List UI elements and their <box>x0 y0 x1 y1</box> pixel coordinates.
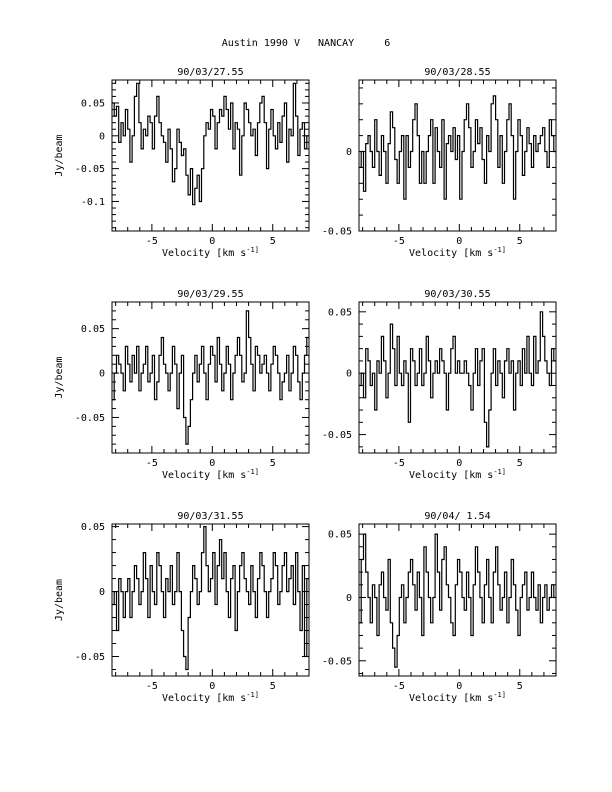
panel-title: 90/03/29.55 <box>177 289 243 300</box>
series-line <box>359 95 556 200</box>
series-line <box>359 311 556 448</box>
x-axis-label: Velocity [km s-1] <box>409 246 506 259</box>
y-tick-label: 0 <box>346 369 352 380</box>
chart-panel-2: 90/03/28.55 -5 0 5 0 -0.05 Velocity [km s-1] <box>322 67 557 259</box>
y-axis-label: Jy/beam <box>54 134 65 176</box>
x-tick-label: 5 <box>270 458 276 469</box>
x-tick-label: 0 <box>209 681 215 692</box>
y-tick-label: -0.05 <box>322 656 352 667</box>
chart-panel-5: 90/03/31.55 -5 0 5 0.05 0 -0.05 Velocity [km s-… <box>54 511 310 704</box>
x-axis-label: Velocity [km s-1] <box>409 468 506 481</box>
y-tick-label: -0.05 <box>75 652 105 663</box>
y-tick-label: 0.05 <box>328 307 352 318</box>
x-tick-label: 0 <box>209 458 215 469</box>
y-tick-label: -0.1 <box>81 197 105 208</box>
page-title: Austin 1990 V NANCAY 6 <box>221 38 391 49</box>
chart-panel-4: 90/03/30.55 -5 0 5 0.05 0 -0.05 Velocity [km s-… <box>322 289 557 481</box>
plot-frame <box>358 301 557 454</box>
x-tick-label: -5 <box>146 681 158 692</box>
series-line <box>112 526 309 671</box>
x-tick-label: 0 <box>456 458 462 469</box>
panel-title: 90/04/ 1.54 <box>424 511 490 522</box>
plot-frame <box>111 523 310 677</box>
y-axis-label: Jy/beam <box>54 579 65 621</box>
x-tick-label: 0 <box>456 236 462 247</box>
y-tick-label: 0 <box>346 147 352 158</box>
plot-frame <box>358 79 557 232</box>
y-tick-label: 0.05 <box>328 530 352 541</box>
y-tick-label: 0 <box>99 369 105 380</box>
x-tick-label: 0 <box>209 236 215 247</box>
x-tick-label: -5 <box>393 236 405 247</box>
x-tick-label: 5 <box>270 681 276 692</box>
y-tick-label: 0 <box>346 593 352 604</box>
panel-title: 90/03/31.55 <box>177 511 243 522</box>
y-tick-label: 0.05 <box>81 522 105 533</box>
panel-title: 90/03/27.55 <box>177 67 243 78</box>
y-tick-label: -0.05 <box>322 227 352 238</box>
y-tick-label: -0.05 <box>75 413 105 424</box>
x-tick-label: 5 <box>517 681 523 692</box>
y-axis-label: Jy/beam <box>54 356 65 398</box>
plot-frame <box>111 301 310 454</box>
y-tick-label: -0.05 <box>75 164 105 175</box>
chart-panel-6: 90/04/ 1.54 -5 0 5 0.05 0 -0.05 Velocity [km s-… <box>322 511 557 704</box>
chart-panel-3: 90/03/29.55 -5 0 5 0.05 0 -0.05 Velocity [km s-… <box>54 289 310 481</box>
x-tick-label: 0 <box>456 681 462 692</box>
x-tick-label: -5 <box>393 458 405 469</box>
y-tick-label: 0 <box>99 587 105 598</box>
y-tick-label: 0.05 <box>81 98 105 109</box>
series-line <box>359 533 556 668</box>
y-tick-label: 0 <box>99 131 105 142</box>
panel-title: 90/03/28.55 <box>424 67 490 78</box>
y-tick-label: -0.05 <box>322 430 352 441</box>
panel-title: 90/03/30.55 <box>424 289 490 300</box>
series-line <box>112 82 309 206</box>
plot-frame <box>358 523 557 677</box>
x-tick-label: 5 <box>517 236 523 247</box>
x-axis-label: Velocity [km s-1] <box>162 468 259 481</box>
x-tick-label: -5 <box>393 681 405 692</box>
x-axis-label: Velocity [km s-1] <box>162 691 259 704</box>
x-tick-label: -5 <box>146 236 158 247</box>
x-tick-label: 5 <box>270 236 276 247</box>
chart-panel-1: 90/03/27.55 -5 0 5 0.05 0 -0.05 -0.1 Velocity [k… <box>54 67 310 259</box>
x-axis-label: Velocity [km s-1] <box>162 246 259 259</box>
plot-frame <box>111 79 310 232</box>
y-tick-label: 0.05 <box>81 324 105 335</box>
series-line <box>112 310 309 445</box>
x-tick-label: -5 <box>146 458 158 469</box>
x-axis-label: Velocity [km s-1] <box>409 691 506 704</box>
x-tick-label: 5 <box>517 458 523 469</box>
